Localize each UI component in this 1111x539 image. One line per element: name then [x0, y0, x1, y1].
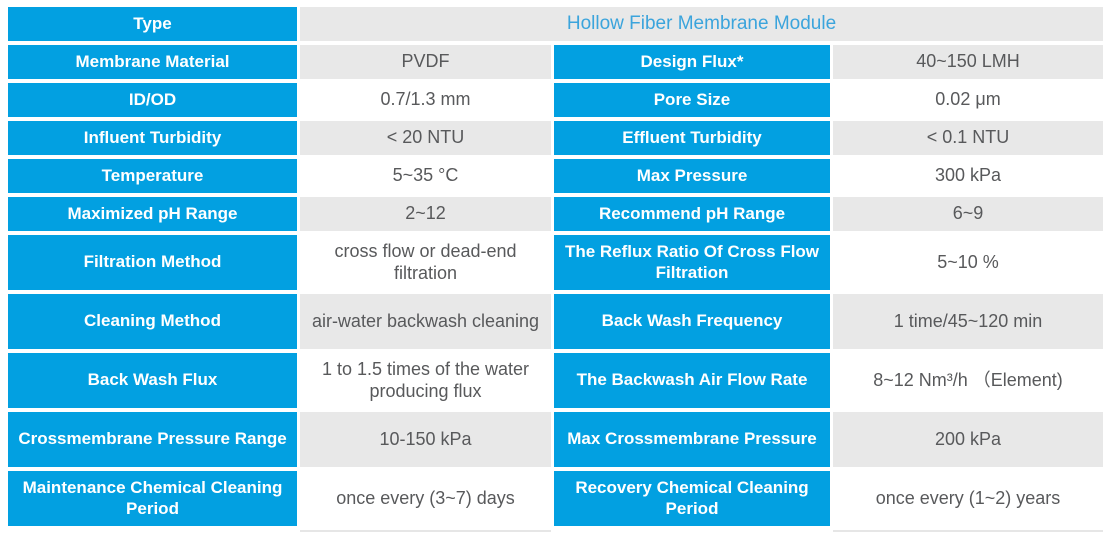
table-row: Maintenance Chemical Cleaning Period onc…: [8, 471, 1103, 526]
spec-label-reflux-ratio: The Reflux Ratio Of Cross Flow Filtratio…: [554, 235, 830, 290]
spec-value-cleaning-method: air-water backwash cleaning: [300, 294, 551, 349]
spec-value-id-od: 0.7/1.3 mm: [300, 83, 551, 117]
spec-value-back-wash-flux: 1 to 1.5 times of the water producing fl…: [300, 353, 551, 408]
spec-label-id-od: ID/OD: [8, 83, 297, 117]
membrane-spec-table: Type Hollow Fiber Membrane Module Membra…: [5, 3, 1106, 536]
spec-value-max-pressure: 300 kPa: [833, 159, 1103, 193]
table-row: Cleaning Method air-water backwash clean…: [8, 294, 1103, 349]
spec-label-type: Type: [8, 7, 297, 41]
cropped-cell: [833, 530, 1103, 532]
cropped-cell: [554, 530, 830, 532]
spec-label-maintenance-cleaning-period: Maintenance Chemical Cleaning Period: [8, 471, 297, 526]
spec-value-effluent-turbidity: < 0.1 NTU: [833, 121, 1103, 155]
spec-label-cleaning-method: Cleaning Method: [8, 294, 297, 349]
spec-label-maximized-ph-range: Maximized pH Range: [8, 197, 297, 231]
spec-value-recovery-cleaning-period: once every (1~2) years: [833, 471, 1103, 526]
spec-value-backwash-air-flow-rate: 8~12 Nm³/h （Element): [833, 353, 1103, 408]
spec-value-crossmembrane-pressure-range: 10-150 kPa: [300, 412, 551, 467]
spec-value-filtration-method: cross flow or dead-end filtration: [300, 235, 551, 290]
spec-label-max-crossmembrane-pressure: Max Crossmembrane Pressure: [554, 412, 830, 467]
spec-label-recommend-ph-range: Recommend pH Range: [554, 197, 830, 231]
table-row: Maximized pH Range 2~12 Recommend pH Ran…: [8, 197, 1103, 231]
table-row: Membrane Material PVDF Design Flux* 40~1…: [8, 45, 1103, 79]
spec-label-influent-turbidity: Influent Turbidity: [8, 121, 297, 155]
table-row: Filtration Method cross flow or dead-end…: [8, 235, 1103, 290]
spec-label-effluent-turbidity: Effluent Turbidity: [554, 121, 830, 155]
spec-value-recommend-ph-range: 6~9: [833, 197, 1103, 231]
table-title: Hollow Fiber Membrane Module: [300, 7, 1103, 41]
spec-value-reflux-ratio: 5~10 %: [833, 235, 1103, 290]
spec-label-temperature: Temperature: [8, 159, 297, 193]
spec-label-backwash-air-flow-rate: The Backwash Air Flow Rate: [554, 353, 830, 408]
spec-label-filtration-method: Filtration Method: [8, 235, 297, 290]
table-row: Temperature 5~35 °C Max Pressure 300 kPa: [8, 159, 1103, 193]
cropped-cell: [8, 530, 297, 532]
spec-value-membrane-material: PVDF: [300, 45, 551, 79]
spec-label-design-flux: Design Flux*: [554, 45, 830, 79]
cropped-cell: [300, 530, 551, 532]
spec-value-max-crossmembrane-pressure: 200 kPa: [833, 412, 1103, 467]
spec-label-recovery-cleaning-period: Recovery Chemical Cleaning Period: [554, 471, 830, 526]
table-row: ID/OD 0.7/1.3 mm Pore Size 0.02 μm: [8, 83, 1103, 117]
spec-value-maintenance-cleaning-period: once every (3~7) days: [300, 471, 551, 526]
table-row-type: Type Hollow Fiber Membrane Module: [8, 7, 1103, 41]
spec-value-back-wash-frequency: 1 time/45~120 min: [833, 294, 1103, 349]
spec-label-max-pressure: Max Pressure: [554, 159, 830, 193]
table-cropped-next-row: [8, 530, 1103, 532]
spec-value-influent-turbidity: < 20 NTU: [300, 121, 551, 155]
spec-label-crossmembrane-pressure-range: Crossmembrane Pressure Range: [8, 412, 297, 467]
spec-value-pore-size: 0.02 μm: [833, 83, 1103, 117]
spec-label-back-wash-flux: Back Wash Flux: [8, 353, 297, 408]
table-row: Influent Turbidity < 20 NTU Effluent Tur…: [8, 121, 1103, 155]
spec-label-membrane-material: Membrane Material: [8, 45, 297, 79]
table-row: Back Wash Flux 1 to 1.5 times of the wat…: [8, 353, 1103, 408]
spec-value-maximized-ph-range: 2~12: [300, 197, 551, 231]
spec-value-temperature: 5~35 °C: [300, 159, 551, 193]
spec-value-design-flux: 40~150 LMH: [833, 45, 1103, 79]
spec-label-pore-size: Pore Size: [554, 83, 830, 117]
table-row: Crossmembrane Pressure Range 10-150 kPa …: [8, 412, 1103, 467]
spec-label-back-wash-frequency: Back Wash Frequency: [554, 294, 830, 349]
